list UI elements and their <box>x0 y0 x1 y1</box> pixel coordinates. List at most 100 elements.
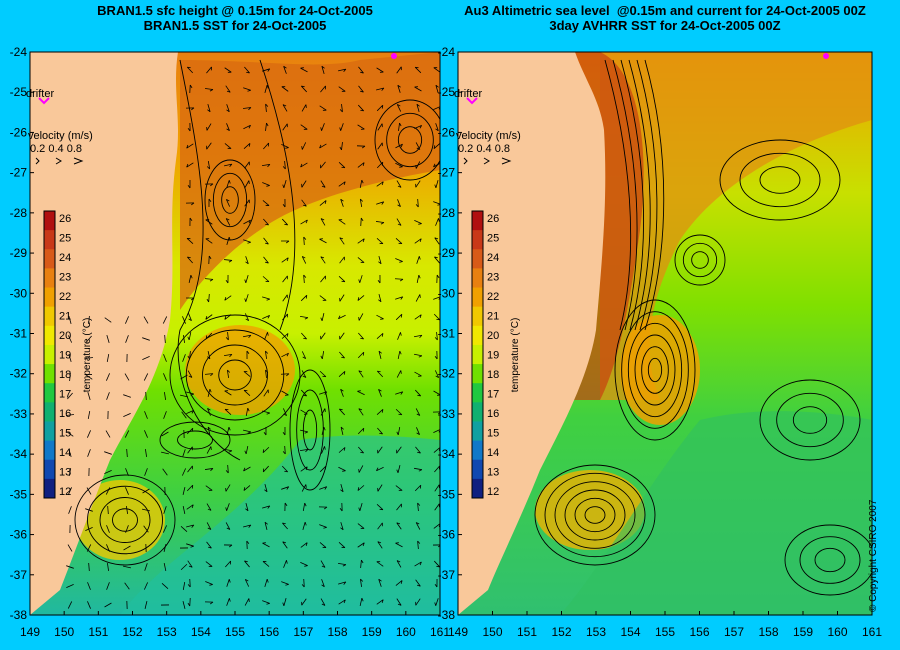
current-vector <box>145 391 147 401</box>
current-vector <box>300 124 308 130</box>
velocity-values-left: 0.2 0.4 0.8 <box>30 143 82 155</box>
current-vector <box>320 350 325 360</box>
current-vector <box>377 123 383 131</box>
colorbar-segment <box>44 268 55 289</box>
current-vector <box>414 86 422 92</box>
current-vector <box>319 486 328 490</box>
current-vector <box>338 314 346 320</box>
current-vector <box>187 332 192 341</box>
lon-tick-right: 157 <box>724 625 744 639</box>
current-vector <box>87 601 91 609</box>
current-vector <box>243 389 251 396</box>
current-vector <box>377 142 383 150</box>
colorbar-tick: 15 <box>59 428 71 440</box>
current-vector <box>163 563 167 571</box>
colorbar-tick: 16 <box>487 408 499 420</box>
velocity-scale-arrow <box>463 157 468 165</box>
current-vector <box>398 122 402 132</box>
current-vector <box>320 598 326 606</box>
current-vector <box>357 295 365 301</box>
lat-tick-left: -33 <box>10 407 28 421</box>
colorbar-segment <box>472 421 483 442</box>
lat-tick-right: -25 <box>438 85 456 99</box>
current-vector <box>224 390 232 396</box>
lat-tick-right: -35 <box>438 487 456 501</box>
lat-tick-left: -29 <box>10 246 28 260</box>
right-sea-level-contours <box>534 59 872 596</box>
current-vector <box>106 335 110 343</box>
current-vector <box>189 217 193 227</box>
lon-tick-left: 152 <box>122 625 142 639</box>
current-vector <box>264 350 269 360</box>
current-vector <box>434 237 440 245</box>
current-vector <box>161 431 169 437</box>
current-vector <box>143 316 149 324</box>
current-vector <box>225 331 229 341</box>
colorbar-segment <box>472 459 483 480</box>
current-vector <box>66 565 74 569</box>
current-vector <box>395 408 403 416</box>
current-vector <box>395 313 403 321</box>
current-vector <box>360 217 364 227</box>
current-vector <box>338 86 346 92</box>
current-vector <box>377 427 383 435</box>
current-vector <box>180 563 188 571</box>
current-vector <box>67 544 73 552</box>
current-vector <box>262 600 270 605</box>
sea-level-contour <box>612 59 638 331</box>
current-vector <box>182 449 186 457</box>
sea-level-contour <box>647 357 663 383</box>
current-vector <box>87 392 91 400</box>
current-vector <box>395 296 404 300</box>
current-vector <box>104 602 112 608</box>
current-vector <box>301 370 307 378</box>
lon-tick-right: 161 <box>862 625 882 639</box>
current-vector <box>182 354 186 362</box>
current-vector <box>280 240 290 244</box>
lon-tick-right: 152 <box>551 625 571 639</box>
current-vector <box>357 124 365 130</box>
lon-tick-left: 150 <box>54 625 74 639</box>
current-vector <box>144 468 148 476</box>
left-warm-eddy <box>185 325 295 415</box>
current-vector <box>226 104 230 113</box>
current-vector <box>186 237 194 244</box>
lat-tick-right: -32 <box>438 367 456 381</box>
colorbar-frame-left <box>43 210 56 499</box>
colorbar-tick: 20 <box>59 330 71 342</box>
sea-level-contour <box>218 359 252 391</box>
current-vector <box>162 525 168 533</box>
current-vector <box>283 65 287 74</box>
current-vector <box>225 218 231 226</box>
axis-labels: -24 -24 -25 -25 -26 -26 -27 -27 -28 -28 -29 -29 -30 -… <box>10 45 883 639</box>
lat-tick-right: -38 <box>438 608 456 622</box>
current-vector <box>243 124 251 130</box>
current-vector <box>187 578 191 588</box>
current-vector <box>262 446 270 454</box>
current-vector <box>282 445 286 455</box>
colorbar-tick: 17 <box>487 389 499 401</box>
current-vector <box>204 88 214 92</box>
current-vector <box>282 313 288 321</box>
current-vector <box>242 334 252 339</box>
current-vector <box>396 370 402 378</box>
current-vector <box>357 485 365 491</box>
sea-level-contour <box>212 172 248 228</box>
current-vector <box>433 313 440 321</box>
current-vector <box>378 350 382 359</box>
current-vector <box>182 316 186 324</box>
current-vector <box>377 446 383 454</box>
sea-level-contour <box>259 59 296 331</box>
colorbar-label-right: temperature (°C) <box>510 318 521 393</box>
current-vector <box>163 506 167 514</box>
current-vector <box>359 198 364 208</box>
current-vector <box>245 407 250 417</box>
current-vector <box>262 465 269 473</box>
colorbar-tick: 15 <box>487 428 499 440</box>
lon-tick-right: 154 <box>620 625 640 639</box>
current-vector <box>395 238 403 245</box>
current-vector <box>358 313 364 321</box>
current-vector <box>207 426 211 435</box>
velocity-scale-arrow <box>35 157 40 165</box>
